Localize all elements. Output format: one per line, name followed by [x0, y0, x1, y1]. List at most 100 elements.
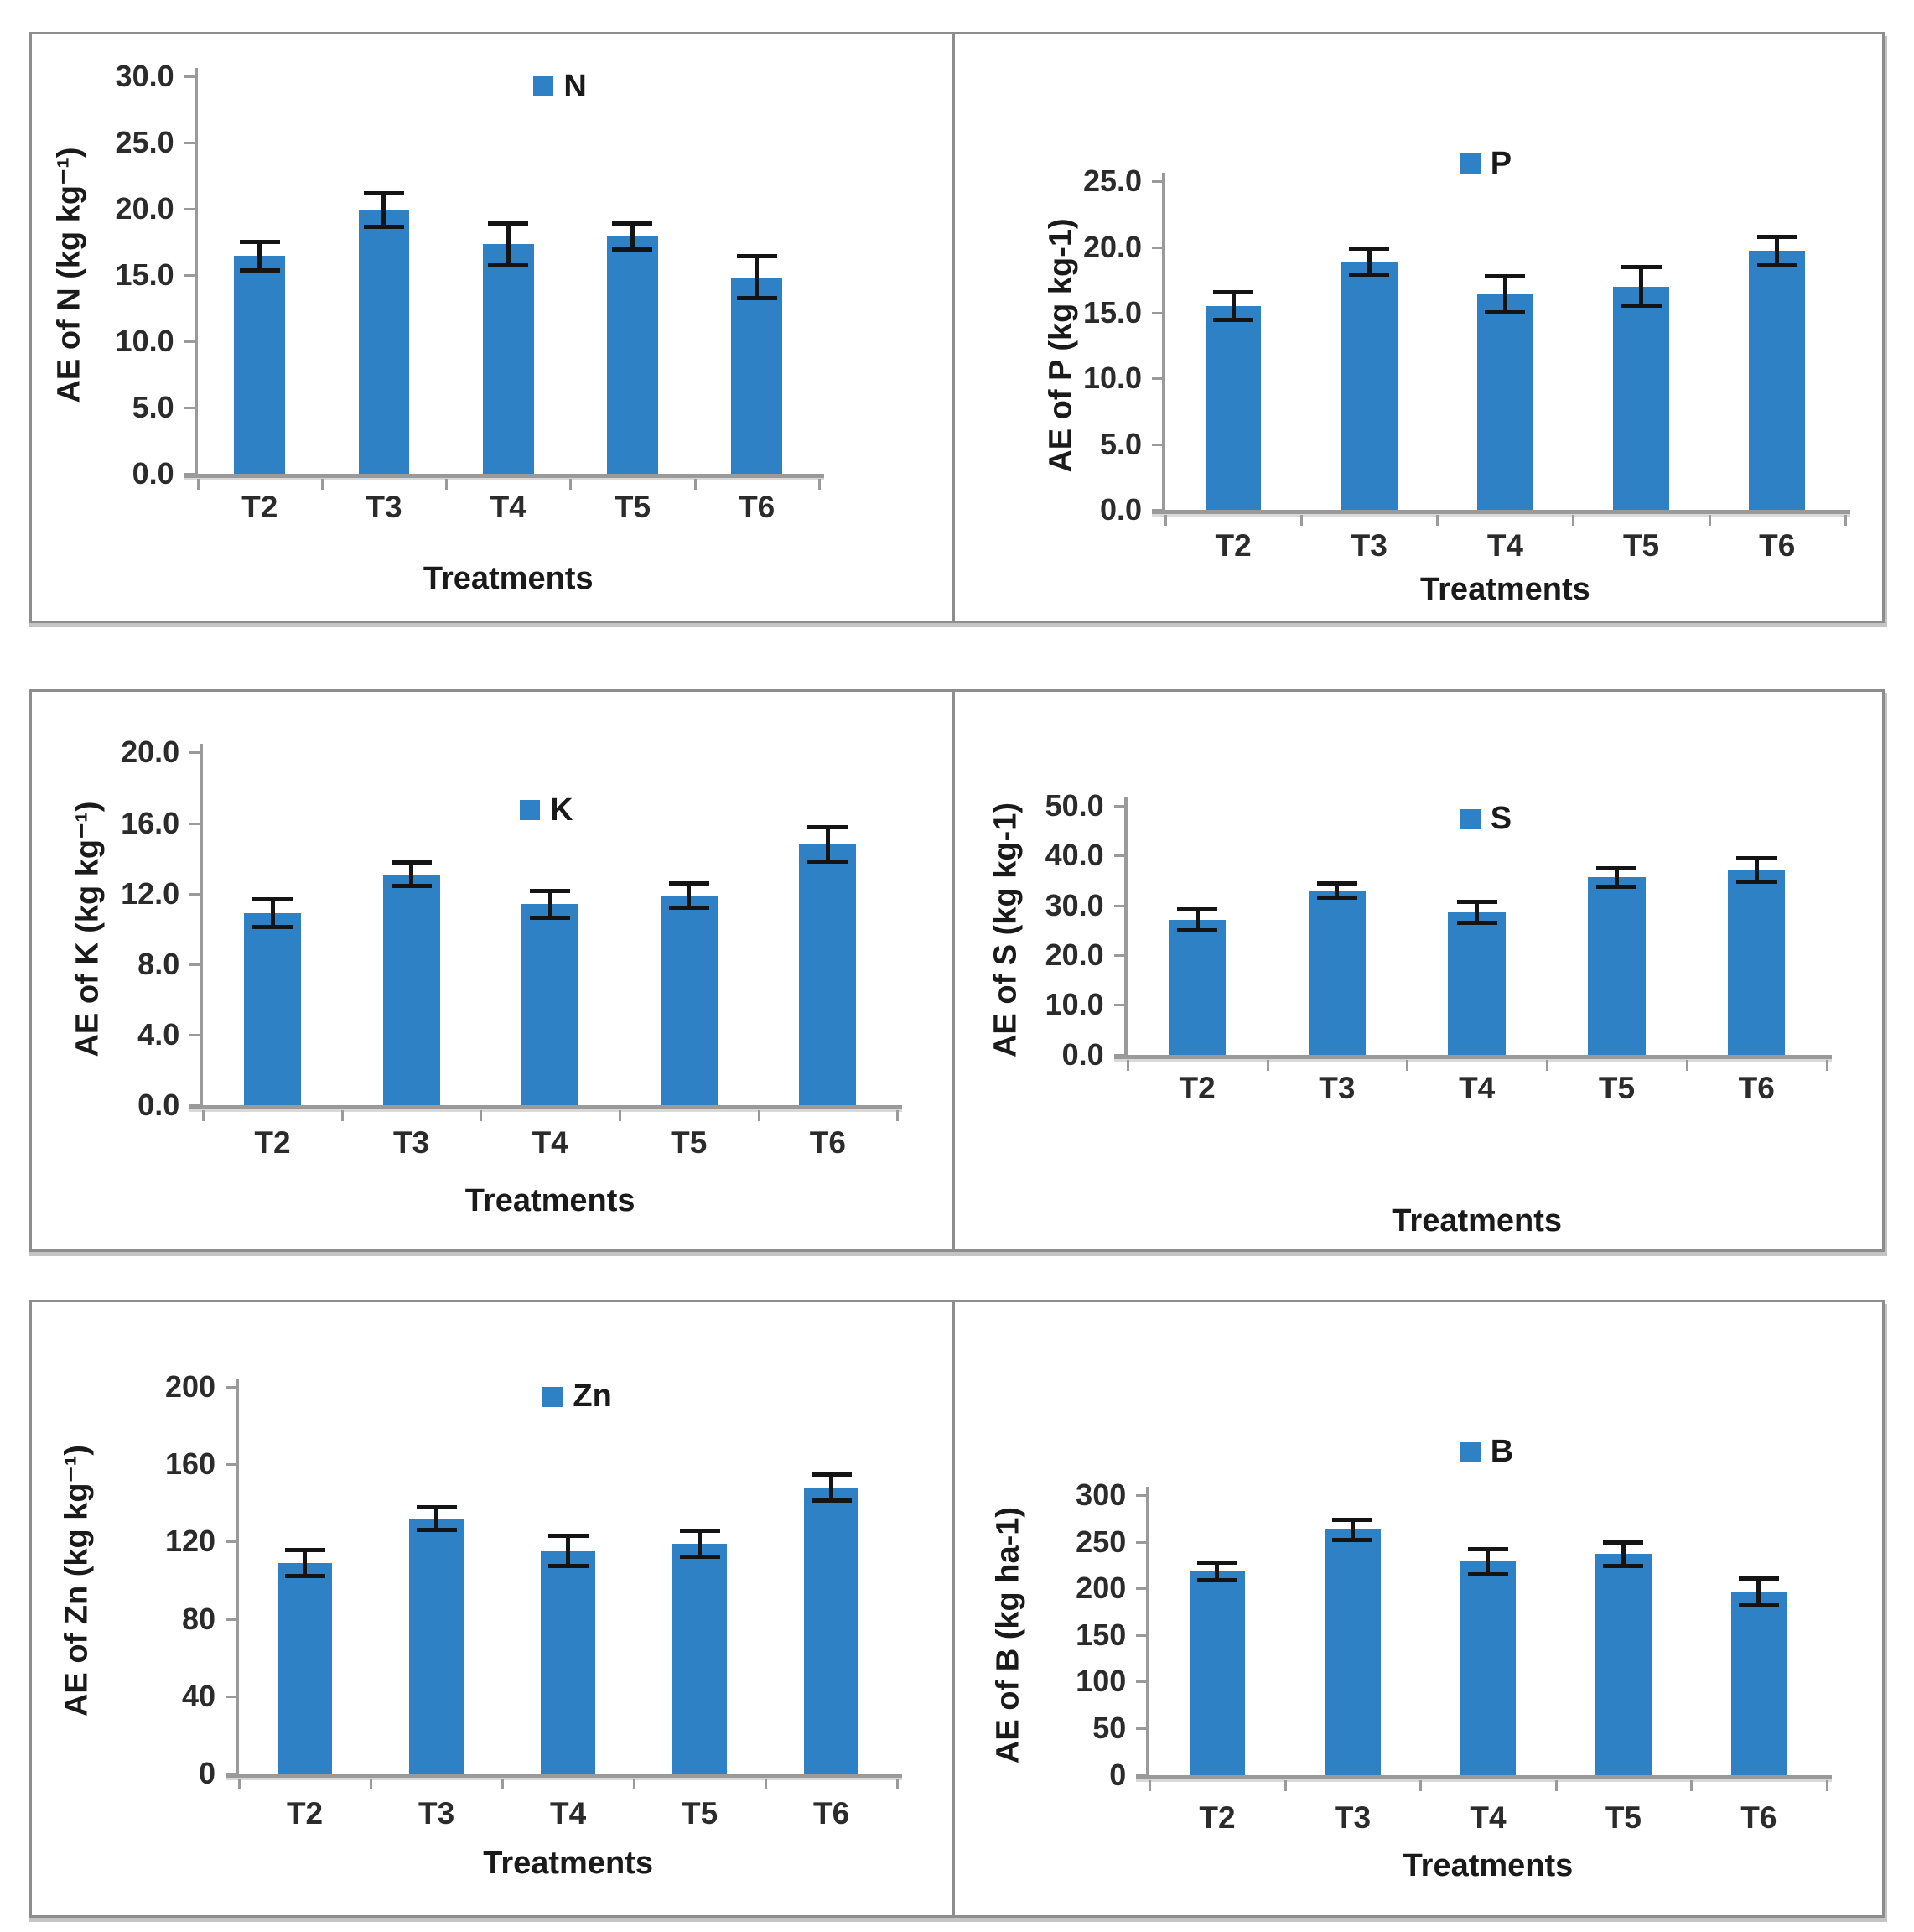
y-axis-tick — [184, 340, 196, 343]
x-axis-tick — [1825, 1059, 1828, 1071]
y-axis-tick — [1136, 1727, 1149, 1731]
error-bar-cap-bottom — [736, 296, 777, 301]
y-axis-tick — [1152, 443, 1164, 446]
x-axis-line — [1136, 1774, 1832, 1779]
x-axis-tick — [1708, 514, 1711, 526]
y-axis-tick — [226, 1463, 238, 1467]
x-tick-label: T5 — [614, 490, 651, 525]
y-axis-tick — [189, 963, 202, 967]
y-tick-label: 200 — [1076, 1571, 1127, 1606]
x-axis-tick — [320, 478, 324, 490]
error-bar-cap-bottom — [679, 1554, 720, 1559]
error-bar-cap-bottom — [811, 1498, 852, 1503]
error-bar-cap-top — [252, 897, 293, 902]
y-tick-label: 250 — [1076, 1524, 1127, 1559]
bar-T3 — [382, 874, 440, 1106]
x-tick-label: T6 — [1759, 527, 1796, 563]
legend: B — [1460, 1434, 1513, 1470]
error-bar-cap-bottom — [612, 247, 653, 252]
x-tick-label: T3 — [366, 490, 402, 525]
bar-T3 — [1341, 261, 1398, 510]
error-bar-cap-top — [284, 1547, 325, 1552]
y-tick-label: 100 — [1076, 1664, 1127, 1699]
error-bar-cap-top — [1196, 1561, 1237, 1566]
error-bar-line — [1756, 1578, 1761, 1607]
x-axis-tick — [196, 478, 200, 490]
error-bar-cap-bottom — [1316, 896, 1357, 901]
error-bar-cap-bottom — [1603, 1563, 1644, 1568]
error-bar-cap-top — [363, 190, 404, 195]
x-tick-label: T2 — [1199, 1800, 1236, 1835]
y-tick-label: 0 — [199, 1756, 216, 1791]
error-bar-cap-top — [1736, 856, 1777, 861]
y-tick-label: 15.0 — [1082, 295, 1143, 330]
x-axis-tick — [480, 1110, 483, 1122]
bar-T4 — [541, 1550, 595, 1774]
x-tick-label: T4 — [549, 1795, 587, 1831]
y-axis-tick — [189, 822, 202, 825]
bar-T3 — [409, 1518, 464, 1774]
bar-T6 — [1749, 251, 1805, 510]
error-bar-cap-bottom — [363, 224, 404, 229]
error-bar-cap-bottom — [416, 1527, 457, 1532]
x-tick-label: T2 — [254, 1124, 291, 1160]
error-bar-line — [1486, 1548, 1491, 1575]
x-axis-tick — [445, 478, 449, 490]
y-tick-label: 120 — [164, 1524, 216, 1559]
error-bar-line — [1775, 236, 1780, 266]
x-axis-line — [184, 473, 824, 478]
error-bar-cap-bottom — [1485, 310, 1526, 315]
error-bar-cap-top — [807, 824, 848, 829]
y-tick-label: 20.0 — [121, 735, 180, 770]
x-axis-tick — [569, 478, 573, 490]
x-axis-tick — [340, 1110, 344, 1122]
chart-panel-b: B AE of B (kg ha-1) Treatments 0 50 100 150… — [952, 1300, 1885, 1918]
error-bar-cap-bottom — [1177, 927, 1218, 932]
y-axis-tick — [1136, 1494, 1149, 1498]
legend-label: B — [1490, 1434, 1514, 1470]
bar-T3 — [358, 210, 410, 474]
bar-T6 — [1730, 1592, 1787, 1775]
y-tick-label: 30.0 — [115, 58, 174, 93]
y-axis-tick — [184, 141, 196, 144]
error-bar-cap-bottom — [1213, 318, 1254, 323]
bar-T4 — [1460, 1561, 1517, 1775]
x-axis-tick — [633, 1779, 636, 1790]
error-bar-cap-top — [1756, 235, 1797, 240]
error-bar-line — [1215, 1562, 1220, 1581]
error-bar-line — [1350, 1519, 1355, 1540]
bar-T5 — [1613, 286, 1669, 510]
x-tick-label: T3 — [1351, 527, 1388, 563]
bar-T2 — [244, 913, 301, 1106]
x-tick-label: T6 — [809, 1124, 846, 1160]
error-bar-line — [1639, 267, 1644, 307]
bar-T2 — [1189, 1571, 1246, 1775]
error-bar-cap-bottom — [1756, 262, 1797, 267]
y-axis-tick — [189, 892, 202, 896]
y-axis-tick — [1113, 1053, 1126, 1057]
x-axis-tick — [501, 1779, 505, 1790]
y-axis-tick — [1113, 1004, 1126, 1007]
legend: S — [1460, 801, 1512, 837]
bar-T5 — [1588, 877, 1646, 1055]
bar-T2 — [234, 256, 286, 474]
y-tick-label: 160 — [164, 1446, 216, 1482]
x-tick-label: T4 — [490, 490, 526, 525]
y-tick-label: 10.0 — [1045, 987, 1104, 1022]
x-tick-label: T4 — [532, 1124, 568, 1160]
y-axis-tick — [226, 1385, 238, 1389]
error-bar-line — [825, 826, 830, 862]
error-bar-cap-top — [1332, 1518, 1373, 1523]
charts-row-2: K AE of K (kg kg⁻¹) Treatments 0.0 4.0 8.0… — [29, 689, 1885, 1252]
bar-T2 — [278, 1562, 332, 1774]
error-bar-cap-bottom — [1736, 879, 1777, 884]
error-bar-line — [547, 890, 552, 919]
y-axis-tick — [226, 1695, 238, 1698]
legend-label: S — [1490, 801, 1512, 837]
y-tick-label: 40.0 — [1045, 838, 1104, 873]
legend-swatch-icon — [542, 1386, 563, 1407]
error-bar-cap-bottom — [1738, 1603, 1779, 1608]
y-axis-line — [1162, 173, 1166, 510]
legend: Zn — [542, 1379, 612, 1415]
y-axis-tick — [184, 273, 196, 277]
